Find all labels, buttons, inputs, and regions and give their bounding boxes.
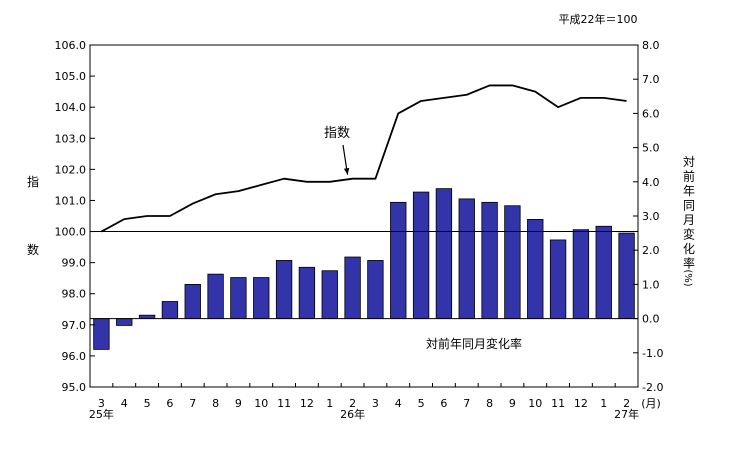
left-tick-label: 97.0 [62, 319, 87, 332]
bar [93, 318, 110, 350]
bar [435, 188, 453, 320]
x-tick-label: 11 [551, 397, 565, 410]
x-tick-label: 8 [486, 397, 493, 410]
annotation-arrowhead [343, 167, 350, 175]
right-tick-label: 2.0 [642, 244, 660, 257]
year-label: 26年 [340, 407, 365, 421]
index-line [100, 84, 627, 233]
right-axis-label-char: (%) [682, 269, 693, 286]
bar [390, 201, 407, 320]
x-tick-label: 10 [254, 397, 268, 410]
left-tick-label: 96.0 [62, 350, 87, 363]
right-axis-label-char: 前 [683, 169, 695, 184]
bar [412, 191, 430, 319]
plot-area: 95.096.097.098.099.0100.0101.0102.0103.0… [55, 39, 664, 421]
left-tick-label: 99.0 [62, 257, 87, 270]
x-tick-label: 4 [395, 397, 402, 410]
left-tick-label: 102.0 [55, 163, 87, 176]
left-tick-label: 105.0 [55, 70, 87, 83]
x-tick-label: 12 [574, 397, 588, 410]
right-axis-label-char: 化 [683, 242, 695, 256]
right-tick-label: 1.0 [642, 278, 660, 291]
x-tick-label: 2 [623, 397, 630, 410]
right-tick-label: 0.0 [642, 313, 660, 326]
bar [572, 229, 590, 319]
right-axis-label-char: 年 [683, 184, 695, 198]
x-tick-label: 3 [98, 397, 105, 410]
left-tick-label: 103.0 [55, 132, 87, 145]
left-tick-label: 100.0 [55, 226, 87, 239]
bar [298, 266, 316, 319]
left-tick-label: 101.0 [55, 194, 87, 207]
year-label: 27年 [614, 407, 639, 421]
x-tick-label: 10 [528, 397, 542, 410]
bar [161, 301, 179, 320]
year-label: 25年 [89, 407, 114, 421]
bar [275, 260, 293, 319]
x-tick-label: 12 [300, 397, 314, 410]
bar [595, 225, 612, 319]
x-tick-label: 9 [509, 397, 516, 410]
x-tick-label: 6 [440, 397, 447, 410]
right-axis-label-char: 変 [683, 227, 695, 242]
right-tick-label: 6.0 [642, 107, 660, 120]
x-tick-label: 9 [235, 397, 242, 410]
right-tick-label: 3.0 [642, 210, 660, 223]
left-axis-label-char: 指 [27, 174, 39, 189]
bar [138, 314, 156, 319]
left-axis-label: 指数 [27, 174, 39, 257]
bar [116, 318, 133, 326]
x-tick-label: 8 [212, 397, 219, 410]
x-tick-label: 11 [277, 397, 291, 410]
bar [184, 283, 201, 319]
right-tick-label: 5.0 [642, 142, 660, 155]
bar-annotation-label: 対前年同月変化率 [426, 336, 522, 351]
bar [527, 219, 544, 319]
right-tick-label: -2.0 [642, 381, 663, 394]
x-tick-label: 5 [144, 397, 151, 410]
right-axis-label-char: 同 [683, 199, 695, 213]
plot-frame [89, 44, 639, 388]
x-tick-label: 2 [349, 397, 356, 410]
x-tick-label: 1 [326, 397, 333, 410]
bar [367, 260, 384, 319]
left-tick-label: 104.0 [55, 101, 87, 114]
x-tick-label: 1 [600, 397, 607, 410]
right-axis-label-char: 率 [683, 256, 695, 271]
x-tick-label: 3 [372, 397, 379, 410]
left-tick-label: 98.0 [62, 288, 87, 301]
bar [344, 256, 361, 320]
bar [481, 201, 498, 320]
right-tick-label: 4.0 [642, 176, 660, 189]
bar [504, 205, 521, 320]
x-tick-label: 6 [166, 397, 173, 410]
right-tick-label: 8.0 [642, 39, 660, 52]
base-note: 平成22年＝100 [559, 12, 638, 26]
bar [207, 273, 224, 320]
left-tick-label: 95.0 [62, 381, 87, 394]
x-tick-label: 7 [189, 397, 196, 410]
bar [321, 270, 338, 320]
left-tick-label: 106.0 [55, 39, 87, 52]
right-tick-label: -1.0 [642, 347, 663, 360]
right-axis-label: 対前年同月変化率(%) [682, 155, 695, 287]
line-annotation-label: 指数 [324, 126, 350, 141]
bar [230, 277, 247, 319]
bar [253, 277, 270, 319]
x-tick-label: 4 [121, 397, 128, 410]
bar [549, 239, 567, 320]
right-tick-label: 7.0 [642, 73, 660, 86]
x-tick-label: 5 [418, 397, 425, 410]
left-axis-label-char: 数 [27, 242, 39, 257]
right-axis-label-char: 月 [683, 213, 695, 227]
x-unit-label: (月) [641, 397, 661, 410]
x-tick-label: 7 [463, 397, 470, 410]
right-axis-label-char: 対 [683, 155, 695, 169]
bar [458, 198, 475, 319]
bar [618, 232, 635, 320]
